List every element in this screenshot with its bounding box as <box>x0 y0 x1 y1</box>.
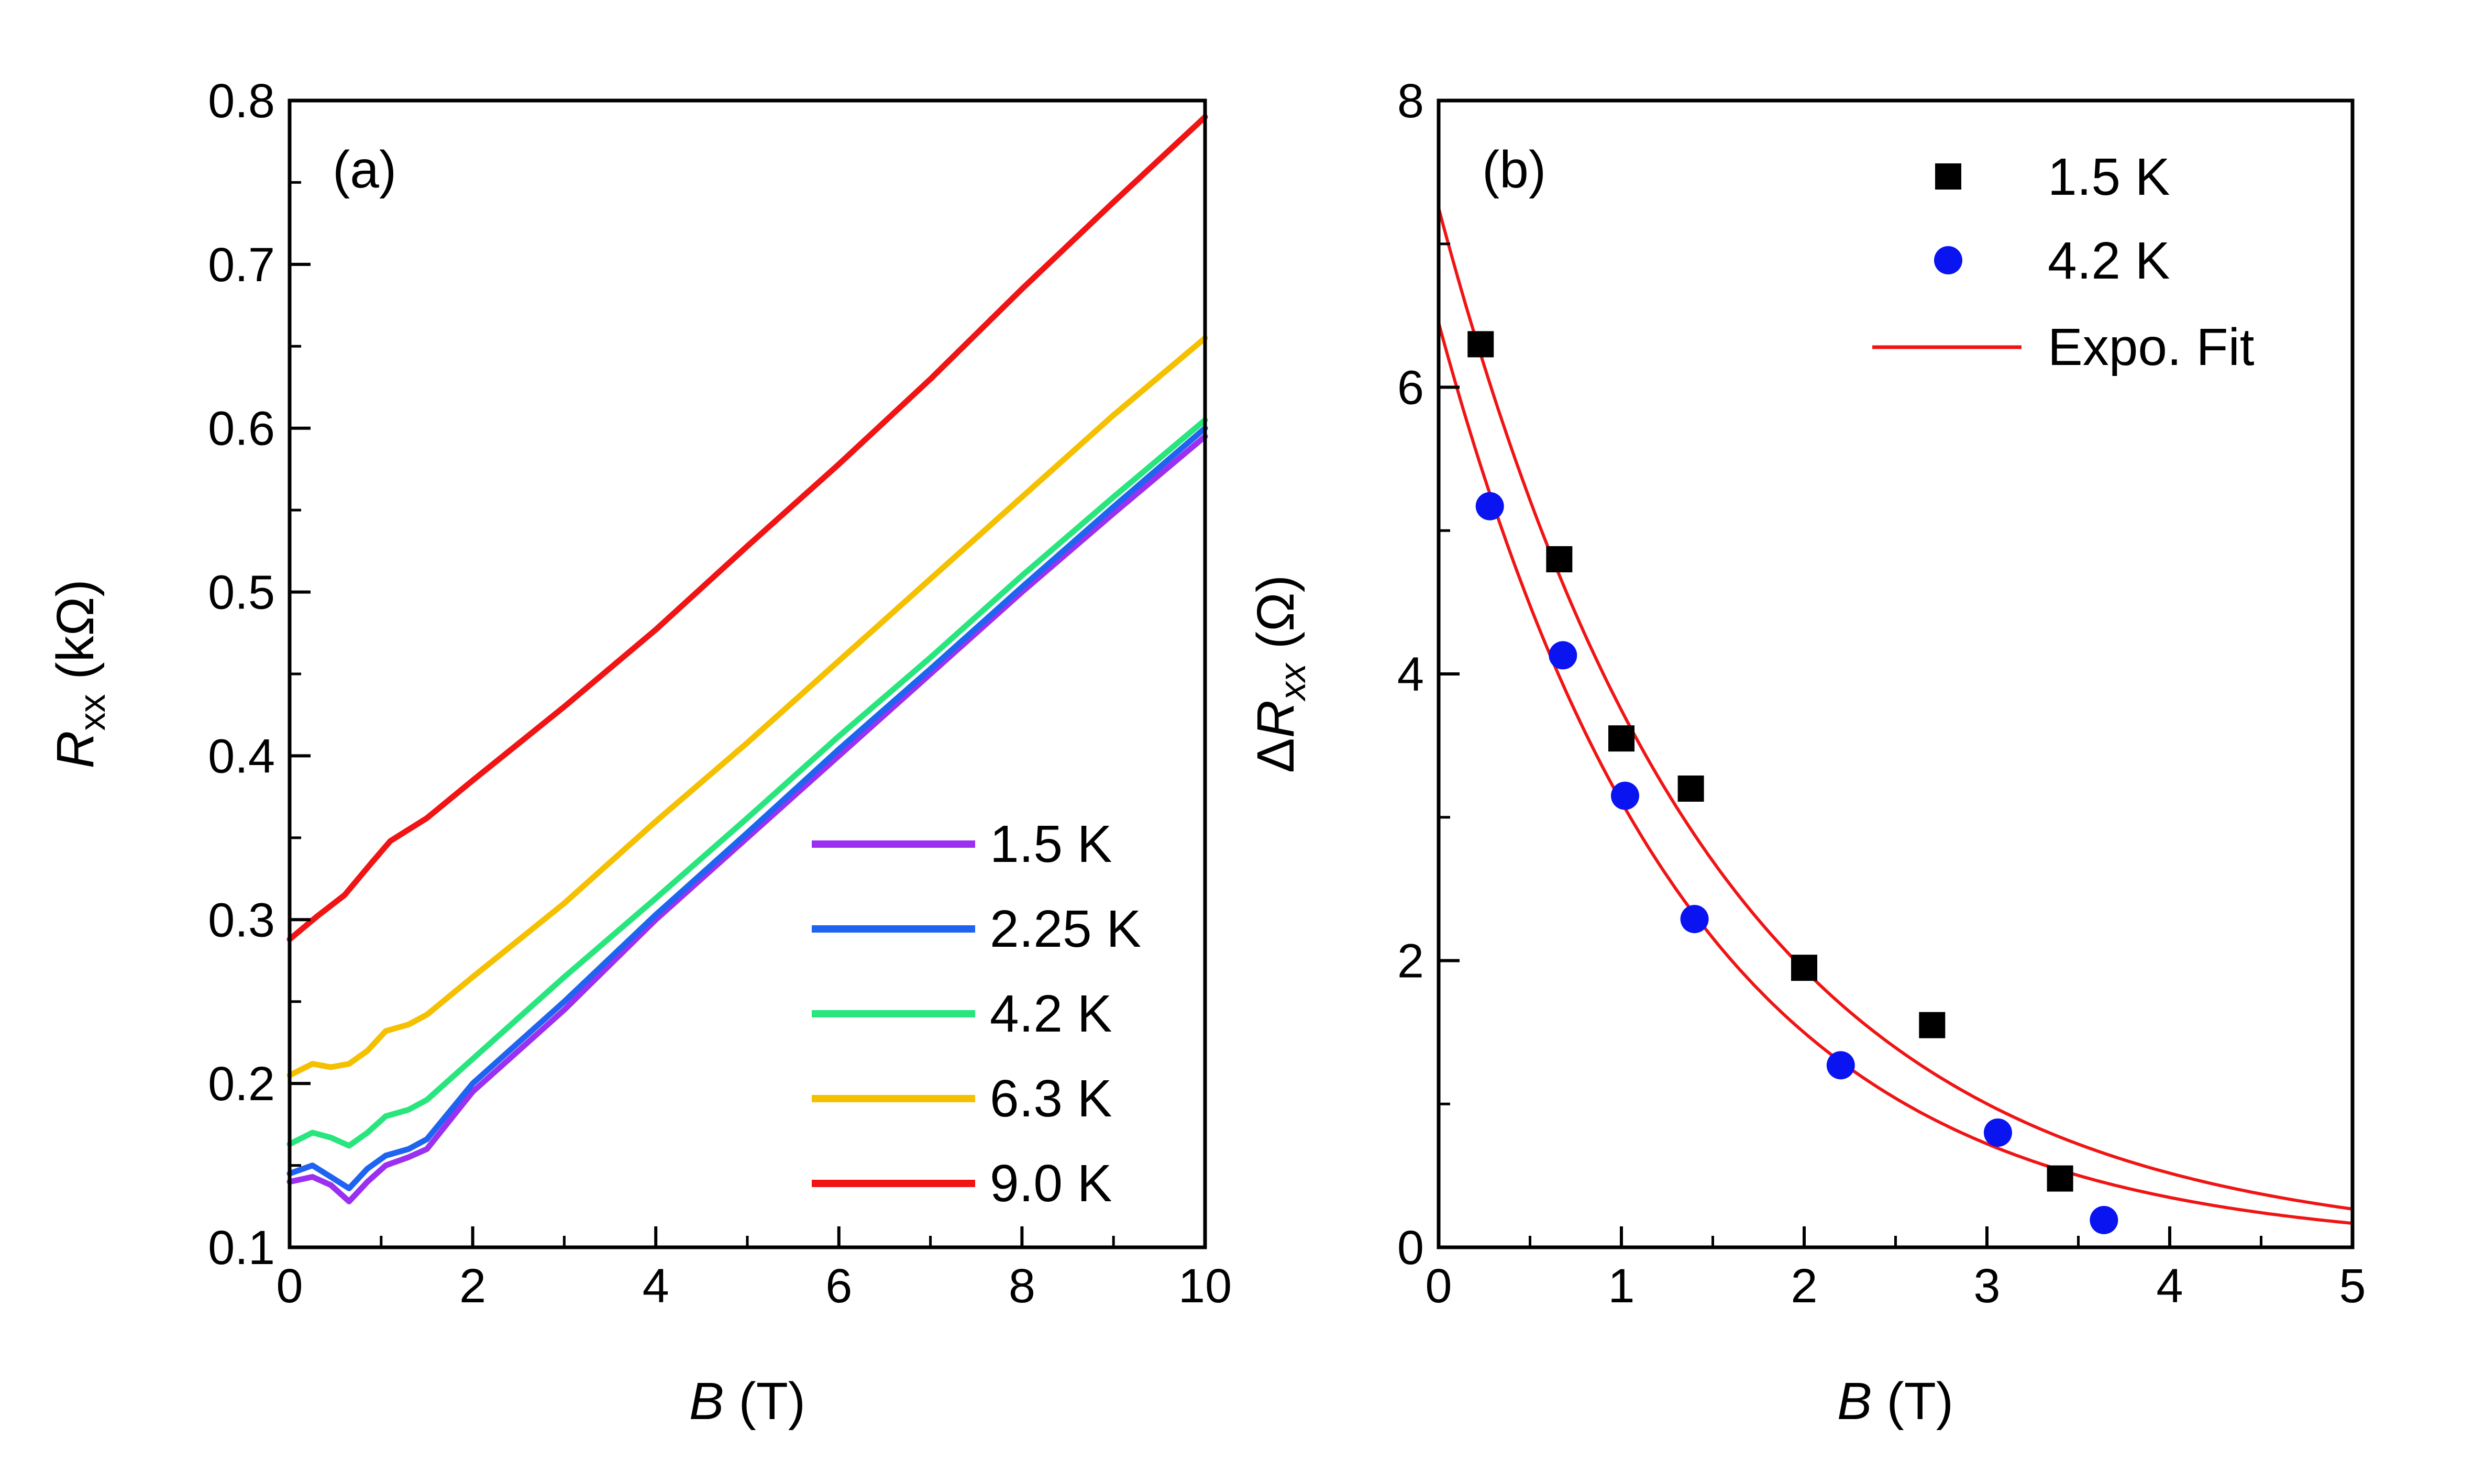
point-4.2K-circle <box>1549 641 1577 670</box>
point-1.5K-square <box>1677 776 1704 802</box>
series-line-2.25K <box>286 425 1208 1191</box>
panel-a-x-tick-label: 10 <box>1178 1259 1232 1313</box>
legend-label-b-4.2K: 4.2 K <box>2048 231 2170 290</box>
point-4.2K-circle <box>2090 1205 2118 1234</box>
point-1.5K-square <box>1791 955 1817 981</box>
fit-curve-2 <box>1437 322 2353 1225</box>
panel-a-y-tick-label: 0.6 <box>208 402 275 456</box>
panel-a-y-tick-label: 0.2 <box>208 1057 275 1111</box>
point-1.5K-square <box>1546 546 1573 572</box>
panel-b-ylabel: ΔRxx (Ω) <box>1246 575 1313 773</box>
panel-b-y-tick-label: 0 <box>1397 1221 1424 1275</box>
panel-b-x-tick-label: 0 <box>1425 1259 1452 1313</box>
point-4.2K-circle <box>1826 1051 1855 1080</box>
panel-a-x-tick-label: 2 <box>459 1259 486 1313</box>
series-line-9.0K <box>286 114 1208 943</box>
panel-b-series-layer <box>1437 207 2353 1234</box>
panel-a-x-tick-label: 0 <box>276 1259 303 1313</box>
series-line-4.2K <box>286 417 1208 1149</box>
panel-a-y-tick-label: 0.3 <box>208 893 275 947</box>
panel-a-x-tick-label: 4 <box>643 1259 669 1313</box>
panel-a-ylabel: Rxx (kΩ) <box>46 579 113 768</box>
panel-b-legend: 1.5 K 4.2 K Expo. Fit <box>1872 148 2255 376</box>
panel-b-frame <box>1437 98 2355 1249</box>
panel-b-x-tick-label: 5 <box>2339 1259 2366 1313</box>
point-4.2K-circle <box>1680 905 1709 934</box>
panel-a-y-tick-label: 0.4 <box>208 729 275 783</box>
panel-a-tag: (a) <box>333 140 396 199</box>
legend-label-1.5K: 1.5 K <box>990 815 1112 873</box>
panel-a-xlabel: B (T) <box>689 1372 805 1431</box>
panel-a-x-tick-label: 8 <box>1009 1259 1035 1313</box>
fit-curve-1 <box>1437 207 2353 1211</box>
panel-a-y-tick-label: 0.5 <box>208 566 275 619</box>
panel-a-y-tick-label: 0.8 <box>208 74 275 128</box>
legend-label-6.3K: 6.3 K <box>990 1069 1112 1128</box>
legend-marker-4.2K-circle <box>1934 246 1962 274</box>
point-4.2K-circle <box>1475 492 1504 520</box>
panel-b-y-tick-label: 6 <box>1397 361 1424 415</box>
panel-a-legend: 1.5 K 2.25 K 4.2 K 6.3 K 9.0 K <box>812 815 1141 1213</box>
point-1.5K-square <box>1919 1012 1946 1038</box>
panel-a-y-tick-label: 0.7 <box>208 238 275 292</box>
series-line-6.3K <box>286 335 1208 1078</box>
legend-label-9.0K: 9.0 K <box>990 1154 1112 1213</box>
panel-b-y-tick-label: 2 <box>1397 935 1424 988</box>
panel-b-x-tick-label: 1 <box>1608 1259 1634 1313</box>
series-line-1.5K <box>286 433 1208 1204</box>
point-1.5K-square <box>1467 331 1494 358</box>
panel-b-y-tick-label: 8 <box>1397 74 1424 128</box>
panel-b-x-tick-label: 3 <box>1973 1259 2000 1313</box>
legend-label-4.2K: 4.2 K <box>990 984 1112 1043</box>
panel-b-tag: (b) <box>1482 140 1546 199</box>
panel-b: 0 1 2 3 4 5 0 2 4 6 8 (b) B (T) ΔRxx (Ω) 1.5 K 4.2… <box>1246 74 2366 1431</box>
point-1.5K-square <box>1608 725 1634 752</box>
legend-marker-1.5K-square <box>1935 163 1961 190</box>
panel-b-ticks: 0 1 2 3 4 5 0 2 4 6 8 <box>1397 74 2366 1313</box>
panel-a-ticks: 0 2 4 6 8 10 0.1 0.2 0.3 0.4 0.5 0.6 0.7 0.8 <box>208 74 1232 1313</box>
point-4.2K-circle <box>1983 1118 2012 1147</box>
panel-a-y-tick-label: 0.1 <box>208 1221 275 1275</box>
point-1.5K-square <box>2047 1165 2073 1192</box>
legend-label-2.25K: 2.25 K <box>990 900 1141 958</box>
panel-a-x-tick-label: 6 <box>825 1259 852 1313</box>
panel-a-series-layer <box>286 114 1208 1204</box>
legend-label-b-1.5K: 1.5 K <box>2048 148 2170 206</box>
panel-a: 0 2 4 6 8 10 0.1 0.2 0.3 0.4 0.5 0.6 0.7 0.8 (a) B (T… <box>46 74 1232 1431</box>
panel-b-x-tick-label: 2 <box>1791 1259 1817 1313</box>
panel-b-x-tick-label: 4 <box>2156 1259 2183 1313</box>
panel-b-y-tick-label: 4 <box>1397 648 1424 701</box>
panel-b-xlabel: B (T) <box>1837 1372 1953 1431</box>
legend-label-expo-fit: Expo. Fit <box>2048 318 2255 376</box>
point-4.2K-circle <box>1610 781 1639 810</box>
